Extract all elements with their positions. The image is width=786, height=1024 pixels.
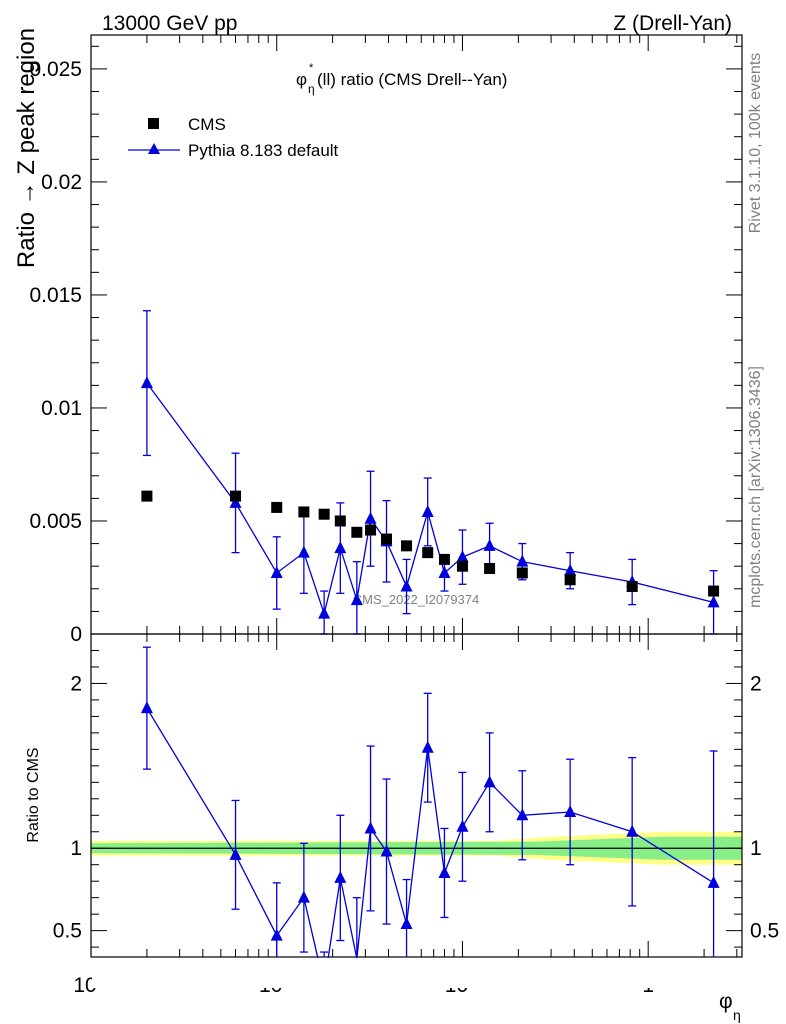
bottom-y-axis-label: Ratio to CMS — [25, 747, 42, 842]
legend-pythia-label: Pythia 8.183 default — [188, 141, 339, 160]
pythia-point — [400, 579, 413, 592]
cms-point — [334, 515, 346, 527]
y-tick-label: 0 — [70, 623, 82, 646]
top-axis-ticks — [90, 35, 742, 635]
title-rest: (ll) ratio (CMS Drell--Yan) — [317, 70, 507, 89]
ratio-point — [229, 847, 242, 860]
chart-title: φ * η (ll) ratio (CMS Drell--Yan) — [296, 62, 507, 96]
cms-point — [298, 506, 310, 518]
y-tick-label: 0.5 — [53, 920, 82, 943]
x-label-symbol: φ — [719, 990, 733, 1013]
pythia-point — [334, 541, 347, 554]
top-y-tick-labels: 0 0.005 0.01 0.015 0.02 0.025 — [29, 58, 82, 646]
cms-point — [271, 501, 283, 513]
ratio-point — [456, 819, 469, 832]
title-sub: η — [308, 82, 315, 96]
cms-point — [318, 508, 330, 520]
bottom-frame — [90, 633, 743, 958]
cms-point — [626, 581, 638, 593]
cms-point — [516, 567, 528, 579]
ratio-point — [297, 890, 310, 903]
pythia-point — [297, 545, 310, 558]
y-tick-label: 0.02 — [41, 171, 82, 194]
ratio-point — [438, 865, 451, 878]
pythia-point — [438, 565, 451, 578]
pythia-point — [140, 376, 153, 389]
cms-point — [708, 585, 720, 597]
ratio-point — [626, 824, 639, 837]
watermark: CMS_2022_I2079374 — [353, 592, 480, 607]
cms-point — [456, 560, 468, 572]
x-label-sub: η — [733, 1007, 741, 1023]
ratio-point — [364, 821, 377, 834]
top-panel: 0 0.005 0.01 0.015 0.02 0.025 Ratio → Z peak … — [13, 28, 743, 646]
ratio-point — [516, 808, 529, 821]
pythia-point — [350, 593, 363, 606]
bottom-y-tick-labels: 0.5 0.5 1 1 2 2 — [53, 672, 779, 942]
cms-point — [365, 524, 377, 536]
y-tick-label: 0.025 — [29, 58, 82, 81]
top-y-axis-label: Ratio → Z peak region — [13, 28, 40, 268]
ratio-point — [334, 870, 347, 883]
cms-point — [141, 490, 153, 502]
cms-point — [484, 562, 496, 574]
y-tick-label: 2 — [70, 672, 82, 695]
pythia-point — [364, 511, 377, 524]
header-left: 13000 GeV pp — [102, 12, 237, 35]
title-sup: * — [309, 62, 314, 74]
pythia-point — [516, 554, 529, 567]
cms-point — [351, 526, 363, 538]
cms-point — [438, 553, 450, 565]
rivet-label: Rivet 3.1.10, 100k events — [747, 53, 764, 234]
legend-cms-marker — [148, 118, 159, 129]
cms-point — [230, 490, 242, 502]
legend-cms-label: CMS — [188, 115, 226, 134]
legend: CMS Pythia 8.183 default — [128, 115, 339, 160]
bottom-data-layer — [92, 646, 741, 988]
pythia-point — [483, 538, 496, 551]
pythia-point — [318, 606, 331, 619]
ratio-point — [140, 701, 153, 714]
clip-mask — [92, 958, 741, 988]
title-symbol: φ — [296, 70, 307, 89]
cms-point — [422, 547, 434, 559]
cms-point — [564, 574, 576, 586]
ratio-point — [421, 740, 434, 753]
ratio-point — [707, 875, 720, 888]
pythia-point — [229, 495, 242, 508]
mcplots-label: mcplots.cern.ch [arXiv:1306.3436] — [747, 366, 764, 608]
y-tick-label: 0.015 — [29, 284, 82, 307]
y-tick-label-right: 0.5 — [750, 920, 779, 943]
top-data-layer — [140, 310, 720, 635]
header-right: Z (Drell-Yan) — [613, 12, 732, 35]
pythia-point — [456, 550, 469, 563]
ratio-point — [270, 928, 283, 941]
bottom-axis-ticks — [90, 634, 742, 957]
ratio-point — [400, 917, 413, 930]
y-tick-label: 0.005 — [29, 510, 82, 533]
pythia-point — [421, 504, 434, 517]
y-tick-label: 0.01 — [41, 397, 82, 420]
legend-pythia-marker — [148, 143, 160, 154]
pythia-point — [707, 595, 720, 608]
y-tick-label-right: 2 — [750, 672, 762, 695]
ratio-point — [564, 804, 577, 817]
x-tick-label: 10 — [73, 974, 96, 997]
y-tick-label-right: 1 — [750, 837, 762, 860]
y-tick-label: 1 — [70, 837, 82, 860]
cms-point — [381, 533, 393, 545]
ratio-point — [380, 844, 393, 857]
cms-point — [401, 540, 413, 552]
pythia-point — [270, 565, 283, 578]
ratio-line — [146, 707, 714, 986]
ratio-point — [483, 775, 496, 788]
pythia-point — [564, 563, 577, 576]
